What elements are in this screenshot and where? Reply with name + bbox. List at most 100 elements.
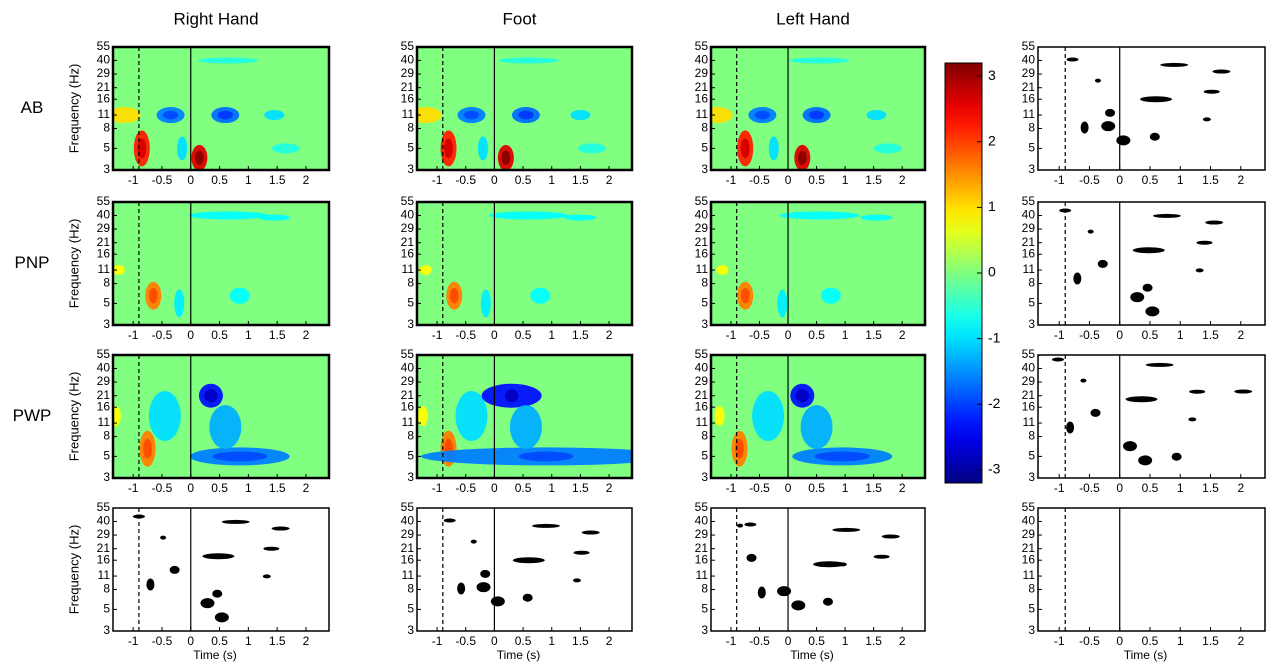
y-tick-label: 3 xyxy=(1028,317,1035,331)
x-tick-label: -1 xyxy=(1054,173,1065,187)
y-tick-label: 8 xyxy=(407,429,414,443)
y-tick-label: 29 xyxy=(401,527,415,541)
y-tick-label: 29 xyxy=(1022,66,1036,80)
x-tick-label: -1 xyxy=(432,481,443,495)
y-tick-label: 21 xyxy=(401,541,415,555)
blob xyxy=(570,110,591,121)
blob xyxy=(477,136,488,161)
mask-blob xyxy=(1116,135,1131,146)
panel-frame xyxy=(111,45,331,172)
column-title: Foot xyxy=(502,9,536,28)
y-tick-label: 8 xyxy=(103,582,110,596)
blob xyxy=(148,390,181,441)
x-tick-label: -0.5 xyxy=(152,328,173,342)
blob xyxy=(735,438,744,459)
x-tick-label: 0.5 xyxy=(211,634,228,648)
blob xyxy=(488,211,569,220)
mask-blob xyxy=(1080,378,1087,383)
x-tick-label: 0 xyxy=(491,173,498,187)
x-tick-label: 0 xyxy=(491,634,498,648)
x-tick-label: 2 xyxy=(1237,328,1244,342)
x-tick-label: -0.5 xyxy=(749,634,770,648)
x-tick-label: 2 xyxy=(303,634,310,648)
blob xyxy=(209,405,242,450)
x-tick-label: 1 xyxy=(842,173,849,187)
x-tick-label: 1.5 xyxy=(865,634,882,648)
blob xyxy=(449,287,459,304)
x-tick-label: 2 xyxy=(606,173,613,187)
x-tick-label: 0.5 xyxy=(515,634,532,648)
y-tick-label: 40 xyxy=(1022,53,1036,67)
y-tick-label: 55 xyxy=(97,39,111,53)
y-tick-label: 3 xyxy=(701,470,708,484)
y-tick-label: 8 xyxy=(407,582,414,596)
y-tick-label: 16 xyxy=(97,552,111,566)
x-tick-label: 1.5 xyxy=(269,328,286,342)
mask-blob xyxy=(746,553,757,562)
mask-blob xyxy=(1094,78,1101,83)
panel-frame xyxy=(1037,507,1266,632)
y-tick-label: 29 xyxy=(695,221,709,235)
blob xyxy=(716,265,729,276)
y-tick-label: 5 xyxy=(1028,296,1035,310)
row-label: PWP xyxy=(13,406,52,425)
mask-blob xyxy=(1132,247,1165,254)
x-tick-label: 1.5 xyxy=(1202,481,1219,495)
y-tick-label: 11 xyxy=(696,262,709,276)
column-title: Left Hand xyxy=(776,9,850,28)
x-tick-label: 0.5 xyxy=(211,173,228,187)
mask-blob xyxy=(1051,357,1064,362)
y-tick-label: 16 xyxy=(97,399,111,413)
x-tick-label: -1 xyxy=(1054,634,1065,648)
blob xyxy=(509,405,542,450)
x-tick-label: 1 xyxy=(548,328,555,342)
y-tick-label: 55 xyxy=(1022,39,1036,53)
mask-blob xyxy=(522,593,533,602)
x-tick-label: 0.5 xyxy=(1142,634,1159,648)
x-axis-label: Time (s) xyxy=(790,648,834,662)
panel-frame xyxy=(415,200,634,327)
blob xyxy=(444,138,453,159)
blob xyxy=(177,136,188,161)
y-tick-label: 29 xyxy=(1022,374,1036,388)
x-tick-label: -0.5 xyxy=(152,173,173,187)
mask-blob xyxy=(532,523,560,528)
y-tick-label: 21 xyxy=(695,235,709,249)
blob xyxy=(258,214,291,221)
x-tick-label: 0.5 xyxy=(808,634,825,648)
mask-blob xyxy=(160,535,167,540)
y-tick-label: 40 xyxy=(97,208,111,222)
y-tick-label: 5 xyxy=(407,141,414,155)
panel-frame xyxy=(415,45,634,172)
mask-blob xyxy=(1189,389,1206,394)
row-label: AB xyxy=(21,98,44,117)
mask-blob xyxy=(1097,259,1108,268)
blob xyxy=(113,265,125,276)
mask-blob xyxy=(1195,268,1204,273)
x-tick-label: 0 xyxy=(785,481,792,495)
x-tick-label: -1 xyxy=(726,634,737,648)
x-tick-label: 0 xyxy=(187,481,194,495)
panel-frame xyxy=(1037,201,1266,326)
y-tick-label: 29 xyxy=(695,374,709,388)
x-tick-label: 0.5 xyxy=(515,328,532,342)
mask-blob xyxy=(1171,452,1182,461)
y-tick-label: 21 xyxy=(1022,80,1036,94)
colorbar xyxy=(944,62,983,484)
y-tick-label: 8 xyxy=(1028,276,1035,290)
blob xyxy=(480,289,491,318)
y-tick-label: 21 xyxy=(695,80,709,94)
y-tick-label: 8 xyxy=(701,429,708,443)
x-tick-label: -0.5 xyxy=(749,328,770,342)
mask-blob xyxy=(443,518,456,523)
x-tick-label: 0.5 xyxy=(211,481,228,495)
y-tick-label: 5 xyxy=(103,296,110,310)
x-tick-label: 0 xyxy=(491,328,498,342)
blob xyxy=(113,107,141,124)
y-tick-label: 11 xyxy=(696,415,709,429)
x-tick-label: 0 xyxy=(785,634,792,648)
y-tick-label: 3 xyxy=(103,162,110,176)
y-tick-label: 11 xyxy=(98,107,111,121)
